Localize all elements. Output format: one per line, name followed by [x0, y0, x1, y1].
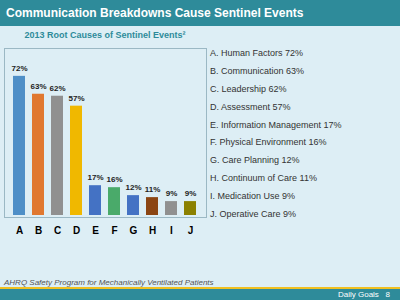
svg-text:F: F: [111, 225, 117, 236]
html-text:Daily Goals 8: Daily Goals 8: [338, 290, 390, 299]
svg-text:B: B: [35, 225, 42, 236]
html-text:AHRQ Safety Program for Mechan: AHRQ Safety Program for Mechanically Ven…: [4, 278, 214, 287]
svg-text:16%: 16%: [106, 175, 122, 184]
svg-text:63%: 63%: [30, 82, 46, 91]
svg-text:9%: 9%: [166, 189, 178, 198]
svg-text:9%: 9%: [185, 189, 197, 198]
svg-text:57%: 57%: [68, 94, 84, 103]
html-text:J. Operative Care 9%: J. Operative Care 9%: [210, 209, 296, 219]
svg-text:A: A: [16, 225, 23, 236]
html-text:E. Information Management 17%: E. Information Management 17%: [210, 119, 342, 130]
svg-text:C: C: [54, 225, 61, 236]
svg-text:I: I: [170, 225, 173, 236]
svg-text:D: D: [73, 225, 80, 236]
html-text:G. Care Planning 12%: G. Care Planning 12%: [210, 155, 300, 166]
svg-text:11%: 11%: [145, 185, 161, 194]
svg-text:72%: 72%: [11, 64, 27, 73]
svg-text:G: G: [130, 225, 138, 236]
svg-text:62%: 62%: [49, 84, 65, 93]
html-text:B. Communication 63%: B. Communication 63%: [210, 65, 304, 76]
html-text:D. Assessment 57%: D. Assessment 57%: [210, 101, 291, 112]
html-text:C. Leadership 62%: C. Leadership 62%: [210, 83, 287, 94]
html-text:2013 Root Causes of Sentinel E: 2013 Root Causes of Sentinel Events²: [24, 30, 186, 40]
html-text:H. Continuum of Care 11%: H. Continuum of Care 11%: [210, 173, 317, 184]
html-text:Communication Breakdowns Cause: Communication Breakdowns Cause Sentinel …: [6, 6, 304, 20]
html-text:A. Human Factors 72%: A. Human Factors 72%: [210, 47, 303, 58]
svg-text:H: H: [149, 225, 156, 236]
svg-text:J: J: [188, 225, 194, 236]
svg-text:17%: 17%: [87, 173, 103, 182]
svg-text:E: E: [92, 225, 99, 236]
svg-text:12%: 12%: [125, 183, 141, 192]
html-text:I. Medication Use 9%: I. Medication Use 9%: [210, 191, 295, 202]
html-text:F. Physical Environment 16%: F. Physical Environment 16%: [210, 137, 327, 148]
